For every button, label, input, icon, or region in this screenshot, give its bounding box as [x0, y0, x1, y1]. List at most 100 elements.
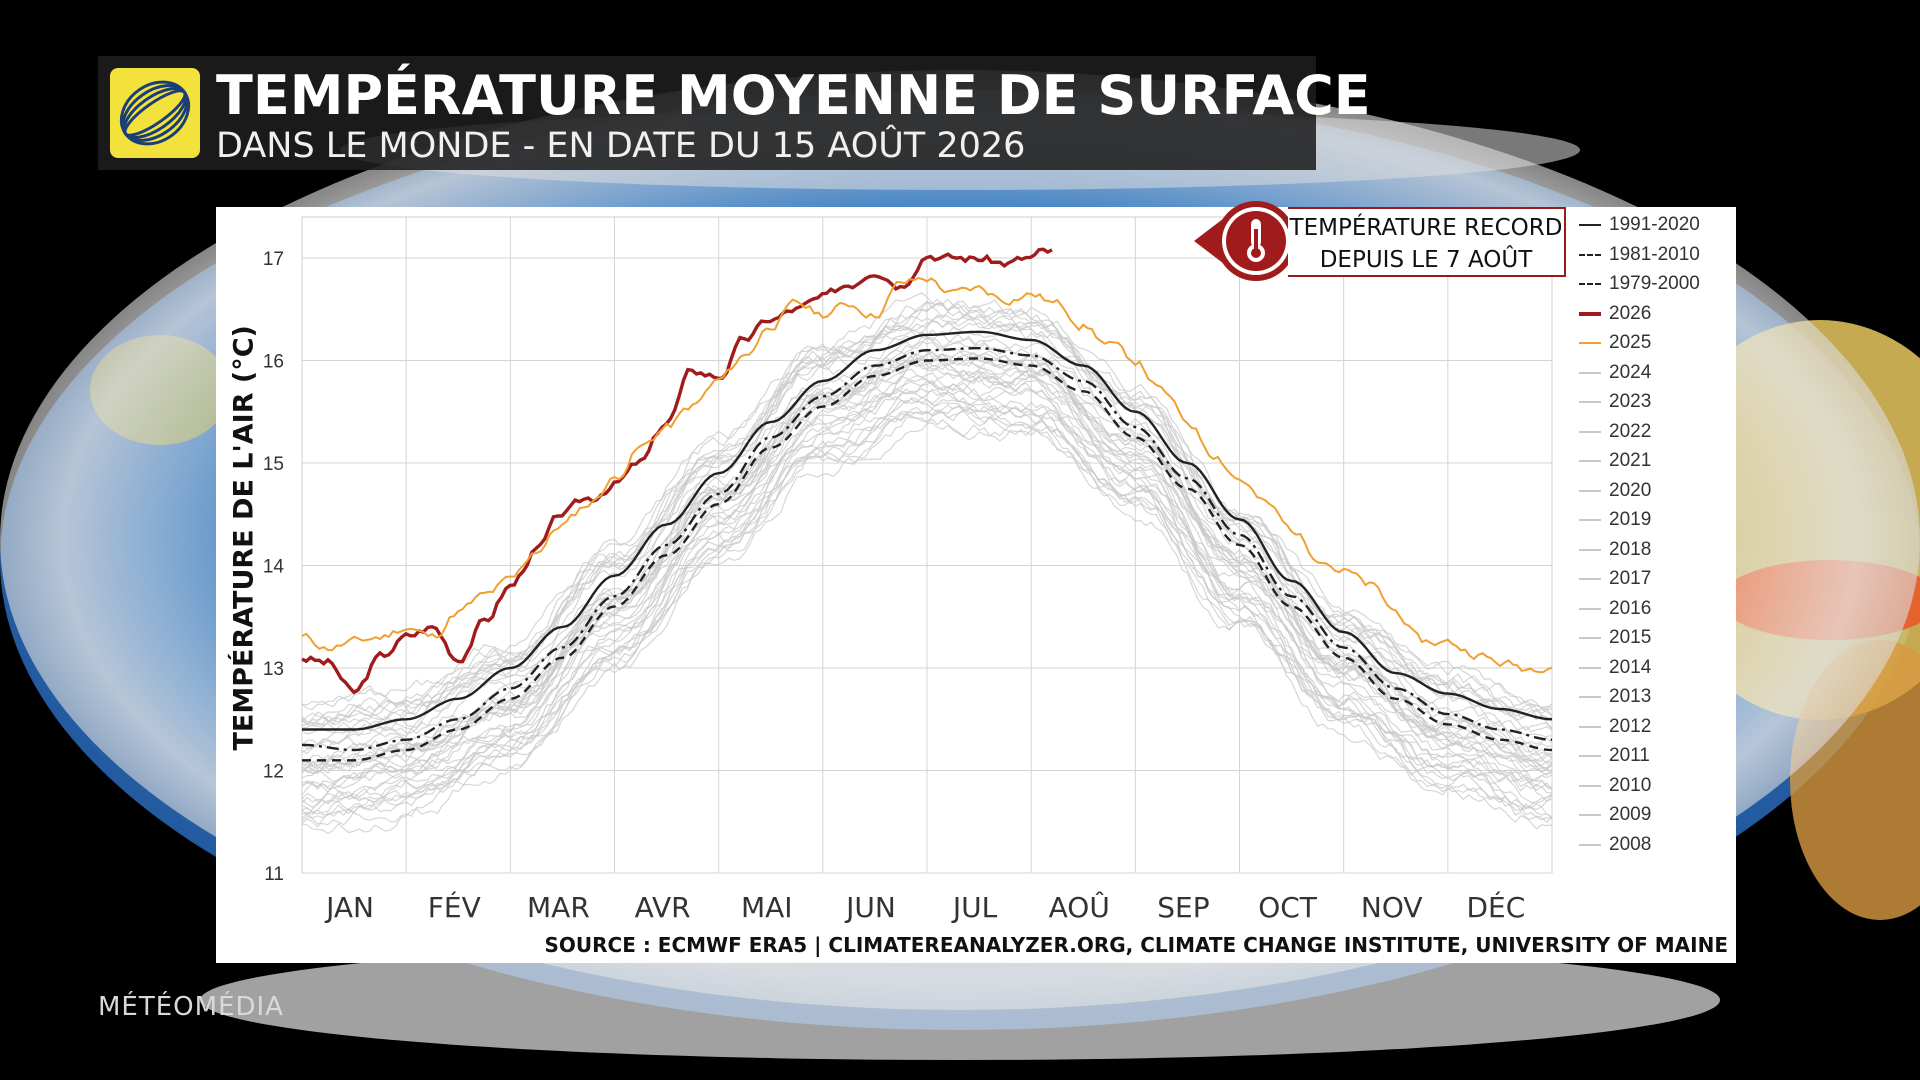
- record-text-line2: DEPUIS LE 7 AOÛT: [1319, 247, 1533, 273]
- legend-item: 2020: [1579, 479, 1651, 503]
- legend-label: 2015: [1609, 627, 1652, 648]
- historical-year-line: [301, 422, 1553, 835]
- legend-label: 2022: [1609, 420, 1652, 442]
- legend-item: 2016: [1579, 597, 1651, 621]
- legend-label: 2011: [1609, 745, 1650, 766]
- record-callout: TEMPÉRATURE RECORD DEPUIS LE 7 AOÛT: [1174, 201, 1568, 281]
- grid: [301, 216, 1553, 874]
- legend-item: 2012: [1579, 715, 1651, 739]
- legend-label: 2016: [1609, 597, 1652, 619]
- historical-year-line: [301, 292, 1553, 716]
- legend-item: 2019: [1579, 508, 1651, 532]
- historical-year-line: [301, 333, 1553, 755]
- x-tick-label: AVR: [635, 891, 691, 924]
- legend-label: 2010: [1609, 774, 1652, 796]
- legend-label: 1991-2020: [1609, 214, 1700, 235]
- legend-label: 2018: [1609, 538, 1652, 560]
- legend-label: 2020: [1609, 479, 1652, 501]
- legend-swatch: [1579, 814, 1601, 816]
- legend-swatch: [1579, 371, 1601, 374]
- series-line-1979-2000: [302, 357, 1553, 762]
- historical-year-line: [301, 355, 1553, 774]
- y-tick-label: 14: [263, 557, 285, 578]
- historical-year-line: [301, 388, 1553, 804]
- x-tick-label: SEP: [1157, 891, 1209, 924]
- historical-year-line: [301, 357, 1553, 771]
- legend-swatch: [1579, 311, 1601, 316]
- meteomedia-logo: [110, 68, 200, 158]
- historical-year-line: [301, 396, 1553, 815]
- legend-swatch: [1579, 401, 1601, 403]
- page-title: TEMPÉRATURE MOYENNE DE SURFACE: [216, 64, 1371, 127]
- x-tick-label: MAI: [741, 891, 793, 924]
- x-tick-label: JAN: [324, 891, 374, 924]
- legend-item: 2023: [1579, 390, 1651, 414]
- legend-item: 2014: [1579, 656, 1651, 680]
- x-tick-label: AOÛ: [1049, 890, 1110, 924]
- legend-swatch: [1579, 283, 1601, 285]
- legend-label: 2023: [1609, 391, 1652, 412]
- series-line-2025: [301, 276, 1553, 674]
- legend-label: 2021: [1609, 450, 1652, 471]
- legend-item: 1991-2020: [1579, 213, 1700, 237]
- historical-year-line: [301, 336, 1553, 749]
- x-tick-label: MAR: [527, 891, 590, 924]
- x-tick-label: JUN: [844, 891, 896, 924]
- title-banner: TEMPÉRATURE MOYENNE DE SURFACE DANS LE M…: [98, 56, 1371, 170]
- legend-item: 2017: [1579, 567, 1651, 591]
- legend-item: 2025: [1579, 331, 1651, 355]
- legend-swatch: [1579, 519, 1601, 521]
- y-tick-label: 17: [263, 249, 284, 270]
- historical-year-line: [301, 350, 1553, 774]
- legend-item: 2009: [1579, 803, 1651, 827]
- legend-label: 2025: [1609, 332, 1652, 353]
- record-text-line1: TEMPÉRATURE RECORD: [1289, 215, 1563, 241]
- historical-year-line: [301, 321, 1553, 735]
- y-tick-label: 13: [263, 659, 284, 680]
- legend-swatch: [1579, 784, 1601, 787]
- legend-label: 2019: [1609, 509, 1652, 530]
- series-line-1991-2020: [302, 330, 1553, 731]
- legend-swatch: [1579, 666, 1601, 669]
- brand-watermark: MÉTÉOMÉDIA: [98, 992, 284, 1022]
- legend-swatch: [1579, 460, 1601, 462]
- historical-year-line: [301, 402, 1553, 816]
- record-text-box: TEMPÉRATURE RECORD DEPUIS LE 7 AOÛT: [1288, 207, 1566, 277]
- y-tick-label: 11: [264, 864, 284, 885]
- legend-swatch: [1579, 342, 1601, 344]
- legend-item: 2018: [1579, 538, 1651, 562]
- historical-year-line: [301, 375, 1553, 796]
- y-axis-label: TEMPÉRATURE DE L'AIR (°C): [228, 325, 260, 751]
- legend-item: 2024: [1579, 361, 1651, 385]
- thermometer-icon: [1194, 201, 1294, 281]
- legend-item: 2010: [1579, 774, 1651, 798]
- historical-year-line: [301, 309, 1553, 726]
- historical-year-line: [301, 302, 1553, 725]
- legend-swatch: [1579, 253, 1601, 256]
- legend-swatch: [1579, 637, 1601, 639]
- legend-label: 2008: [1609, 833, 1652, 855]
- legend-item: 2013: [1579, 685, 1651, 709]
- legend-item: 2011: [1579, 744, 1650, 768]
- historical-year-line: [301, 375, 1553, 788]
- legend-label: 2014: [1609, 656, 1652, 678]
- series-line-2026: [301, 247, 1053, 695]
- y-tick-label: 16: [263, 352, 284, 373]
- x-tick-label: DÉC: [1467, 890, 1526, 924]
- series-line-1981-2010: [301, 346, 1553, 752]
- legend-swatch: [1579, 578, 1601, 580]
- legend-item: 2022: [1579, 420, 1651, 444]
- series-lines: [301, 247, 1553, 762]
- legend-swatch: [1579, 489, 1601, 492]
- x-tick-label: OCT: [1258, 891, 1318, 924]
- x-tick-label: JUL: [951, 891, 998, 924]
- legend-label: 2009: [1609, 804, 1652, 825]
- historical-year-line: [301, 299, 1553, 711]
- y-tick-label: 12: [263, 762, 284, 783]
- historical-year-line: [301, 415, 1553, 824]
- legend-label: 2026: [1609, 302, 1652, 324]
- legend-swatch: [1579, 725, 1601, 728]
- historical-year-line: [301, 375, 1553, 790]
- historical-year-line: [301, 348, 1553, 759]
- legend-label: 2013: [1609, 686, 1652, 707]
